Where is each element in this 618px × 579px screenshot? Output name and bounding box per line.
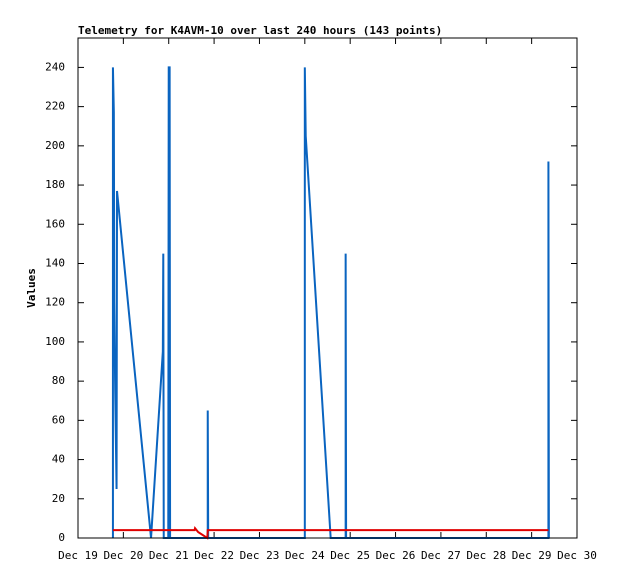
y-tick-label: 180 [45,178,65,191]
x-tick-label: Dec 22 [194,549,234,562]
x-tick-label: Dec 29 [512,549,552,562]
y-axis-label: Values [25,268,38,308]
y-tick-label: 220 [45,100,65,113]
y-tick-label: 120 [45,296,65,309]
x-tick-label: Dec 19 [58,549,98,562]
x-tick-label: Dec 30 [557,549,597,562]
plot-frame [77,37,578,539]
x-tick-label: Dec 28 [466,549,506,562]
y-tick-label: 20 [52,492,65,505]
y-tick-label: 240 [45,60,65,73]
y-tick-label: 0 [58,531,65,544]
y-tick-label: 60 [52,413,65,426]
x-tick-label: Dec 20 [103,549,143,562]
y-tick-label: 40 [52,453,65,466]
series-line [112,525,549,540]
series-line [111,66,550,539]
x-tick-label: Dec 21 [149,549,189,562]
x-tick-label: Dec 27 [421,549,461,562]
y-tick-label: 160 [45,217,65,230]
x-tick-label: Dec 26 [376,549,416,562]
x-tick-label: Dec 23 [240,549,280,562]
x-tick-label: Dec 25 [330,549,370,562]
chart-title: Telemetry for K4AVM-10 over last 240 hou… [78,24,442,37]
y-tick-label: 200 [45,139,65,152]
y-tick-label: 80 [52,374,65,387]
y-tick-label: 100 [45,335,65,348]
y-tick-label: 140 [45,256,65,269]
x-tick-label: Dec 24 [285,549,325,562]
